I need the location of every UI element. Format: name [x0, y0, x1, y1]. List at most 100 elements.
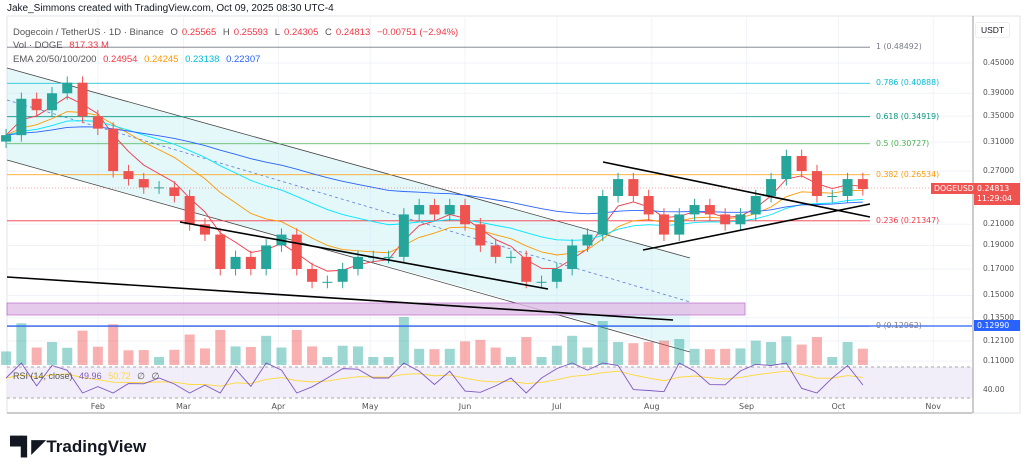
candle-body	[505, 256, 516, 258]
candle-body	[444, 205, 455, 215]
candles	[1, 76, 868, 289]
price-tick: 0.35000	[983, 111, 1015, 121]
volume-bar	[505, 357, 516, 365]
volume-bar	[92, 346, 103, 365]
candle-body	[414, 205, 425, 215]
volume-bar	[307, 346, 318, 365]
fib-label: 0.5 (0.30727)	[876, 138, 930, 148]
volume-bar	[215, 330, 226, 365]
candle-body	[352, 256, 363, 269]
candle-body	[582, 234, 593, 246]
channel-mid-line	[6, 99, 691, 303]
tradingview-logo[interactable]: ▀▌◤ TradingView	[10, 436, 146, 457]
rsi-value: 49.96	[79, 371, 102, 381]
candle-body	[199, 224, 210, 235]
tradingview-logo-icon: ▀▌◤	[10, 436, 47, 456]
rsi-legend: RSI (14, close) 49.96 50.72 ∅ ∅	[13, 371, 163, 382]
ema-100-line	[5, 120, 863, 241]
candle-body	[429, 205, 440, 215]
candle-body	[291, 234, 302, 269]
symbol-name[interactable]: Dogecoin / TetherUS · 1D · Binance	[13, 27, 164, 38]
volume-bar	[689, 348, 700, 365]
rsi-label[interactable]: RSI (14, close)	[13, 371, 73, 381]
ema-legend: EMA 20/50/100/200 0.24954 0.24245 0.2313…	[13, 54, 264, 65]
volume-bar	[154, 357, 165, 365]
month-tick: Jul	[552, 402, 562, 411]
rsi-tick: 40.00	[983, 385, 1005, 394]
open-label: O	[170, 27, 178, 38]
fib-label: 0.618 (0.34919)	[876, 111, 940, 121]
channel-upper-line	[6, 67, 691, 259]
volume-bar	[368, 357, 379, 365]
ema-50-line	[5, 111, 863, 256]
candle-body	[689, 205, 700, 215]
ema50-value: 0.24245	[144, 54, 179, 65]
price-tick: 0.17000	[983, 263, 1015, 273]
volume-label[interactable]: Vol · DOGE	[13, 40, 63, 51]
volume-bar	[536, 357, 547, 365]
last-price-tag: 0.24813 11:29:04	[974, 183, 1020, 205]
ema20-value: 0.24954	[103, 54, 138, 65]
volume-bar	[811, 337, 822, 365]
rsi-line	[5, 362, 864, 394]
volume-bar	[582, 347, 593, 365]
candle-body	[92, 116, 103, 129]
volume-bar	[521, 337, 532, 365]
triangle-upper	[602, 161, 871, 218]
volume-bar	[46, 342, 57, 365]
ema100-value: 0.23138	[185, 54, 220, 65]
rsi-extra-1: ∅	[137, 371, 145, 381]
candle-body	[628, 179, 639, 197]
ema-200-line	[6, 126, 863, 215]
price-tick: 0.31000	[983, 136, 1015, 146]
candle-body	[643, 196, 654, 215]
volume-bar	[184, 334, 195, 365]
fib-label: 0.786 (0.40888)	[876, 78, 940, 88]
price-tick: 0.27000	[983, 166, 1015, 176]
candle-body	[735, 214, 746, 225]
volume-bar	[77, 330, 88, 365]
ema-label[interactable]: EMA 20/50/100/200	[13, 54, 97, 65]
candle-body	[31, 98, 42, 111]
close-label: C	[325, 27, 332, 38]
high-label: H	[222, 27, 230, 38]
fib-label: 0 (0.12962)	[876, 321, 922, 331]
volume-bar	[16, 323, 27, 365]
line-price-tag: 0.12990	[974, 320, 1020, 331]
ema-lines	[5, 96, 863, 272]
candle-body	[261, 245, 272, 269]
volume-bar	[337, 345, 348, 365]
volume-value: 817.33 M	[69, 40, 109, 51]
volume-bar	[276, 347, 287, 365]
volume-bar	[444, 348, 455, 365]
volume-bar	[674, 339, 685, 365]
volume-bar	[62, 347, 73, 365]
volume-bar	[597, 321, 608, 365]
volume-bar	[796, 344, 807, 365]
candle-body	[215, 234, 226, 269]
symbol-tag: DOGEUSDT	[931, 183, 982, 194]
candle-body	[597, 196, 608, 235]
candle-body	[307, 268, 318, 282]
candle-body	[108, 128, 119, 172]
volume-bar	[169, 349, 180, 365]
candle-body	[230, 256, 241, 269]
volume-bar	[1, 351, 12, 365]
month-tick: May	[361, 402, 379, 411]
volume-bar	[735, 348, 746, 365]
price-tick: 0.12100	[983, 335, 1015, 345]
candle-body	[796, 155, 807, 172]
rsi-band	[7, 367, 973, 398]
candle-body	[567, 245, 578, 269]
symbol-legend: Dogecoin / TetherUS · 1D · Binance O 0.25…	[13, 27, 462, 38]
candle-body	[827, 196, 838, 198]
currency-button[interactable]: USDT	[975, 22, 1011, 38]
month-tick: Mar	[175, 402, 192, 411]
volume-bar	[857, 348, 868, 365]
price-tick: 0.39000	[983, 88, 1015, 98]
volume-bar	[291, 330, 302, 365]
candle-body	[781, 155, 792, 180]
volume-bar	[643, 342, 654, 365]
